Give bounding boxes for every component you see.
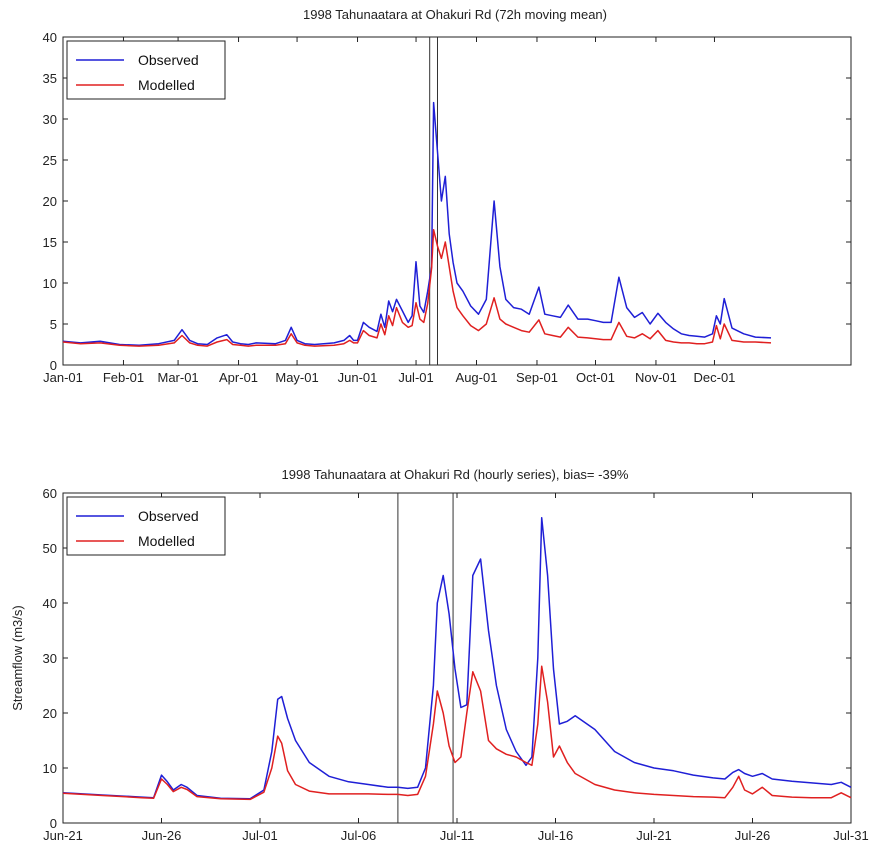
top-legend-modelled-label: Modelled (138, 77, 195, 93)
top-x-tick-label: Apr-01 (219, 370, 258, 385)
top-x-tick-label: Dec-01 (694, 370, 736, 385)
bottom-window-markers (397, 493, 454, 823)
top-legend-box (66, 40, 226, 100)
bottom-series-modelled-line (62, 665, 852, 801)
bottom-y-tick-label: 30 (43, 651, 57, 666)
top-series-observed-line (62, 101, 772, 347)
top-x-tick-label: Oct-01 (576, 370, 615, 385)
top-y-tick-label: 30 (43, 112, 57, 127)
bottom-x-axis: Jun-21 Jun-26 Jul-01 Jul-06 Jul-11 Jul-16 Jul-… (43, 493, 869, 843)
top-y-tick-label: 15 (43, 235, 57, 250)
bottom-x-tick-label: Jul-01 (242, 828, 277, 843)
bottom-x-tick-label: Jul-21 (636, 828, 671, 843)
top-series-modelled-line (62, 228, 772, 347)
bottom-x-tick-label: Jul-11 (440, 828, 474, 843)
bottom-y-axis-label: Streamflow (m3/s) (10, 605, 25, 710)
bottom-x-tick-label: Jul-06 (341, 828, 376, 843)
top-y-axis: 0 5 10 15 20 25 30 35 40 (43, 30, 851, 373)
bottom-x-tick-label: Jun-26 (142, 828, 182, 843)
top-chart-title: 1998 Tahunaatara at Ohakuri Rd (72h movi… (303, 7, 607, 22)
top-x-tick-label: Feb-01 (103, 370, 144, 385)
top-y-tick-label: 35 (43, 71, 57, 86)
bottom-chart-title: 1998 Tahunaatara at Ohakuri Rd (hourly s… (282, 467, 629, 482)
top-window-markers (429, 37, 438, 365)
top-legend-observed-label: Observed (138, 52, 199, 68)
top-y-tick-label: 5 (50, 317, 57, 332)
bottom-y-axis: 0 10 20 30 40 50 60 (43, 486, 851, 831)
bottom-legend: Observed Modelled (66, 496, 226, 556)
bottom-x-tick-label: Jun-21 (43, 828, 83, 843)
top-x-tick-label: May-01 (275, 370, 318, 385)
top-y-tick-label: 40 (43, 30, 57, 45)
bottom-x-tick-label: Jul-31 (833, 828, 868, 843)
top-chart: 1998 Tahunaatara at Ohakuri Rd (72h movi… (43, 7, 852, 385)
top-x-tick-label: Nov-01 (635, 370, 677, 385)
bottom-y-tick-label: 20 (43, 706, 57, 721)
top-y-tick-label: 25 (43, 153, 57, 168)
top-x-tick-label: Sep-01 (516, 370, 558, 385)
bottom-y-tick-label: 10 (43, 761, 57, 776)
top-x-tick-label: Aug-01 (456, 370, 498, 385)
top-x-tick-label: Jan-01 (43, 370, 83, 385)
bottom-x-tick-label: Jul-26 (735, 828, 770, 843)
bottom-y-tick-label: 40 (43, 596, 57, 611)
bottom-series-group (62, 517, 852, 801)
bottom-legend-observed-label: Observed (138, 508, 199, 524)
top-x-tick-label: Mar-01 (157, 370, 198, 385)
bottom-legend-box (66, 496, 226, 556)
top-legend: Observed Modelled (66, 40, 226, 100)
bottom-legend-modelled-label: Modelled (138, 533, 195, 549)
bottom-y-tick-label: 50 (43, 541, 57, 556)
top-y-tick-label: 20 (43, 194, 57, 209)
top-y-tick-label: 0 (50, 358, 57, 373)
bottom-chart: 1998 Tahunaatara at Ohakuri Rd (hourly s… (10, 467, 869, 843)
bottom-y-tick-label: 0 (50, 816, 57, 831)
top-y-tick-label: 10 (43, 276, 57, 291)
top-x-axis: Jan-01 Feb-01 Mar-01 Apr-01 May-01 Jun-01 Jul-… (43, 37, 735, 385)
top-x-tick-label: Jul-01 (398, 370, 433, 385)
top-series-group (62, 101, 772, 347)
bottom-series-observed-line (62, 517, 852, 800)
bottom-x-tick-label: Jul-16 (538, 828, 573, 843)
bottom-y-tick-label: 60 (43, 486, 57, 501)
top-x-tick-label: Jun-01 (338, 370, 378, 385)
